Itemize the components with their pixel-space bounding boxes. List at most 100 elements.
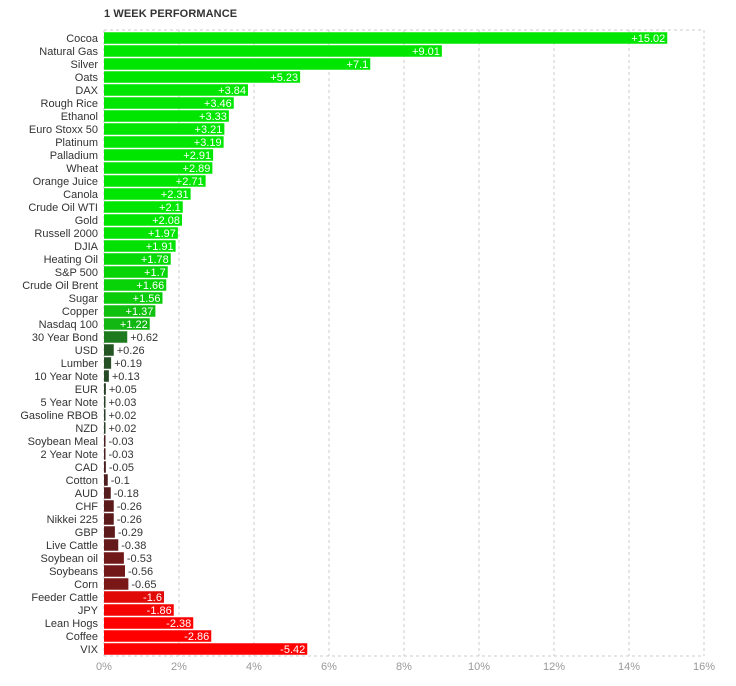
category-label: Ethanol: [61, 111, 98, 123]
value-label: -1.6: [143, 592, 162, 604]
bar: [104, 526, 115, 538]
bar: [104, 123, 225, 135]
bar: [104, 201, 183, 213]
category-label: DAX: [75, 85, 98, 97]
category-label: Heating Oil: [44, 254, 98, 266]
value-label: -0.65: [131, 579, 156, 591]
x-tick-label: 10%: [468, 661, 490, 673]
value-label: -0.26: [117, 501, 142, 513]
bar: [104, 604, 174, 616]
bar: [104, 591, 164, 603]
category-label: Gasoline RBOB: [20, 410, 98, 422]
bar: [104, 357, 112, 369]
bar: [104, 474, 108, 486]
bar: [104, 45, 442, 57]
category-label: Cotton: [66, 475, 98, 487]
category-label: Soybean oil: [41, 553, 99, 565]
value-label: +5.23: [270, 72, 298, 84]
value-label: +1.91: [146, 241, 174, 253]
category-label: Platinum: [55, 137, 98, 149]
category-label: VIX: [80, 644, 98, 656]
bar: [104, 214, 182, 226]
x-tick-label: 16%: [693, 661, 715, 673]
x-tick-label: 0%: [96, 661, 112, 673]
category-label: Natural Gas: [39, 46, 98, 58]
category-label: Live Cattle: [46, 540, 98, 552]
bar: [104, 552, 124, 564]
bar: [104, 84, 248, 96]
category-label: 2 Year Note: [41, 449, 99, 461]
value-label: -2.38: [166, 618, 191, 630]
bar: [104, 318, 150, 330]
value-label: +3.84: [218, 85, 246, 97]
bar: [104, 292, 163, 304]
category-label: Soybean Meal: [28, 436, 98, 448]
value-label: +2.08: [152, 215, 180, 227]
bar: [104, 500, 114, 512]
bar: [104, 110, 229, 122]
value-label: +0.13: [112, 371, 140, 383]
value-label: +1.78: [141, 254, 169, 266]
bar: [104, 32, 668, 44]
chart-title: 1 WEEK PERFORMANCE: [104, 8, 238, 20]
category-label: Silver: [70, 59, 98, 71]
bar: [104, 513, 114, 525]
value-label: +0.05: [109, 384, 137, 396]
category-label: Coffee: [66, 631, 98, 643]
value-label: +0.03: [109, 397, 137, 409]
value-label: -0.38: [121, 540, 146, 552]
bar: [104, 383, 106, 395]
x-tick-label: 12%: [543, 661, 565, 673]
value-label: -0.03: [109, 436, 134, 448]
bar: [104, 331, 128, 343]
value-label: +2.71: [176, 176, 204, 188]
bar: [104, 396, 106, 408]
x-tick-label: 6%: [321, 661, 337, 673]
category-label: GBP: [75, 527, 98, 539]
bar: [104, 162, 213, 174]
bar: [104, 344, 114, 356]
value-label: +1.97: [148, 228, 176, 240]
category-label: Palladium: [50, 150, 98, 162]
value-label: +9.01: [412, 46, 440, 58]
category-label: Copper: [62, 306, 98, 318]
value-label: +1.37: [126, 306, 154, 318]
bar: [104, 279, 167, 291]
category-label: Cocoa: [66, 33, 99, 45]
value-label: +0.62: [130, 332, 158, 344]
value-label: +3.19: [194, 137, 222, 149]
category-label: 30 Year Bond: [32, 332, 98, 344]
category-label: NZD: [75, 423, 98, 435]
category-label: S&P 500: [55, 267, 98, 279]
value-label: +1.7: [144, 267, 166, 279]
category-label: Gold: [75, 215, 98, 227]
bar: [104, 435, 106, 447]
category-label: USD: [75, 345, 98, 357]
category-label: Wheat: [66, 163, 98, 175]
bar: [104, 630, 212, 642]
value-label: +2.31: [161, 189, 189, 201]
bar: [104, 71, 301, 83]
bar: [104, 149, 214, 161]
x-tick-label: 4%: [246, 661, 262, 673]
bar: [104, 253, 171, 265]
bar: [104, 578, 129, 590]
bar: [104, 643, 308, 655]
value-label: -0.53: [127, 553, 152, 565]
bar: [104, 136, 224, 148]
value-label: -2.86: [184, 631, 209, 643]
value-label: -0.56: [128, 566, 153, 578]
category-label: CHF: [75, 501, 98, 513]
bar: [104, 617, 194, 629]
category-label: Canola: [63, 189, 99, 201]
value-label: +1.66: [136, 280, 164, 292]
value-label: -1.86: [147, 605, 172, 617]
value-label: +2.1: [159, 202, 181, 214]
value-label: -0.03: [109, 449, 134, 461]
value-label: -0.1: [111, 475, 130, 487]
bar: [104, 370, 109, 382]
bar: [104, 448, 106, 460]
category-label: AUD: [75, 488, 98, 500]
